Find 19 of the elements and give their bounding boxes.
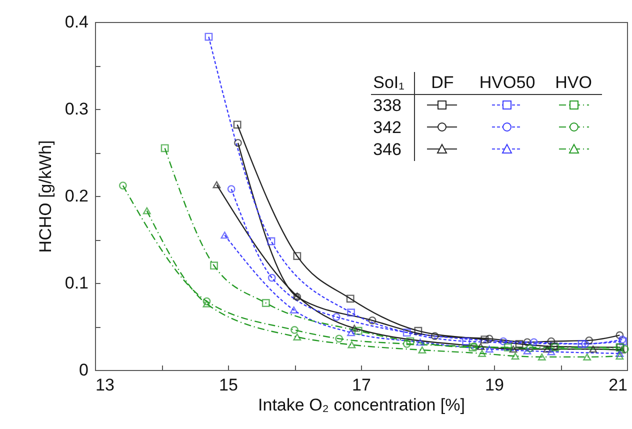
annotation: DF [414, 72, 470, 94]
annotation: 346 [371, 139, 415, 161]
annotation: 342 [371, 117, 415, 139]
x-axis-title: Intake O₂ concentration [%] [258, 396, 465, 414]
y-tick-label: 0.2 [64, 186, 88, 206]
x-tick-label: 21 [608, 376, 628, 394]
y-tick-label: 0 [79, 360, 88, 380]
x-tick-label: 13 [96, 376, 114, 394]
y-tick-label: 0.4 [64, 12, 88, 32]
legend-title: SoI₁ [371, 72, 415, 94]
y-tick-label: 0.1 [64, 274, 88, 292]
annotation: HVO [545, 72, 602, 94]
annotation: HVO50 [469, 72, 546, 94]
x-tick-label: 15 [219, 376, 238, 394]
x-tick-label: 19 [485, 376, 504, 394]
y-tick-label: 0.3 [64, 100, 88, 118]
y-axis-title: HCHO [g/kWh] [36, 140, 55, 253]
x-tick-label: 17 [352, 376, 371, 394]
annotation: 338 [371, 94, 415, 117]
